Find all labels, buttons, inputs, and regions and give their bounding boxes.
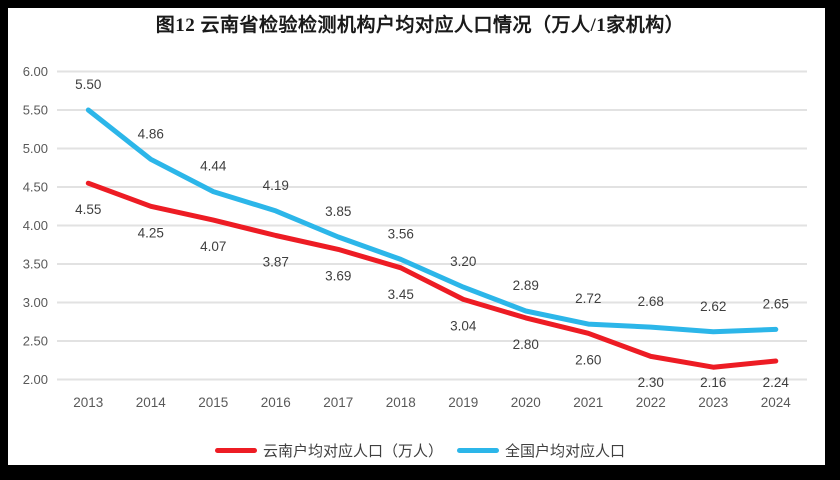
data-label: 4.07 xyxy=(200,239,226,254)
legend-line-swatch-icon xyxy=(457,448,499,453)
x-axis-tick-label: 2021 xyxy=(573,395,603,410)
data-label: 2.65 xyxy=(763,296,789,311)
y-axis-tick-label: 4.00 xyxy=(23,218,48,233)
y-axis-tick-label: 3.50 xyxy=(23,257,48,272)
data-label: 3.04 xyxy=(450,318,477,333)
y-axis-tick-label: 2.00 xyxy=(23,372,48,387)
x-axis-tick-label: 2014 xyxy=(136,395,167,410)
series-line-0 xyxy=(85,180,779,370)
legend-line-swatch-icon xyxy=(214,448,257,453)
x-axis-tick-label: 2018 xyxy=(386,395,416,410)
x-axis-tick-label: 2015 xyxy=(198,395,228,410)
data-label: 2.30 xyxy=(638,375,664,390)
data-label: 4.86 xyxy=(138,126,164,141)
series-line-1 xyxy=(85,107,779,335)
y-axis-tick-label: 3.00 xyxy=(23,295,48,310)
chart-legend: 云南户均对应人口（万人） 全国户均对应人口 xyxy=(0,440,840,461)
y-axis-tick-label: 2.50 xyxy=(23,334,48,349)
data-label: 2.80 xyxy=(513,337,539,352)
x-axis-tick-label: 2017 xyxy=(323,395,353,410)
data-label: 2.16 xyxy=(700,375,726,390)
x-axis-tick-label: 2020 xyxy=(511,395,541,410)
data-label: 2.24 xyxy=(763,375,790,390)
data-label: 4.19 xyxy=(263,178,289,193)
y-axis-tick-label: 4.50 xyxy=(23,180,48,195)
y-axis-tick-label: 5.00 xyxy=(23,141,48,156)
data-label: 2.89 xyxy=(513,278,539,293)
data-label: 2.60 xyxy=(575,352,601,367)
data-label: 5.50 xyxy=(75,77,101,92)
data-label: 4.44 xyxy=(200,159,227,174)
x-axis-tick-label: 2024 xyxy=(761,395,792,410)
data-label: 2.72 xyxy=(575,291,601,306)
x-axis-tick-label: 2022 xyxy=(636,395,666,410)
x-axis-tick-label: 2019 xyxy=(448,395,478,410)
chart-title: 图12 云南省检验检测机构户均对应人口情况（万人/1家机构） xyxy=(155,15,685,36)
data-label: 3.85 xyxy=(325,204,351,219)
data-label: 2.62 xyxy=(700,299,726,314)
x-axis-tick-label: 2013 xyxy=(73,395,103,410)
data-label: 4.25 xyxy=(138,225,164,240)
legend-item-1: 全国户均对应人口 xyxy=(457,440,625,461)
data-label: 3.20 xyxy=(450,254,476,269)
data-label: 2.68 xyxy=(638,294,664,309)
y-axis-tick-label: 5.50 xyxy=(23,103,48,118)
chart-frame xyxy=(8,8,825,465)
data-label: 4.55 xyxy=(75,202,101,217)
legend-label: 全国户均对应人口 xyxy=(505,443,626,460)
data-label: 3.69 xyxy=(325,268,351,283)
data-label: 3.45 xyxy=(388,287,414,302)
legend-label: 云南户均对应人口（万人） xyxy=(262,443,443,460)
x-axis-tick-label: 2023 xyxy=(698,395,728,410)
data-label: 3.87 xyxy=(263,255,289,270)
x-axis-tick-label: 2016 xyxy=(261,395,291,410)
legend-item-0: 云南户均对应人口（万人） xyxy=(214,440,443,461)
y-axis-tick-label: 6.00 xyxy=(23,64,48,79)
data-label: 3.56 xyxy=(388,226,414,241)
